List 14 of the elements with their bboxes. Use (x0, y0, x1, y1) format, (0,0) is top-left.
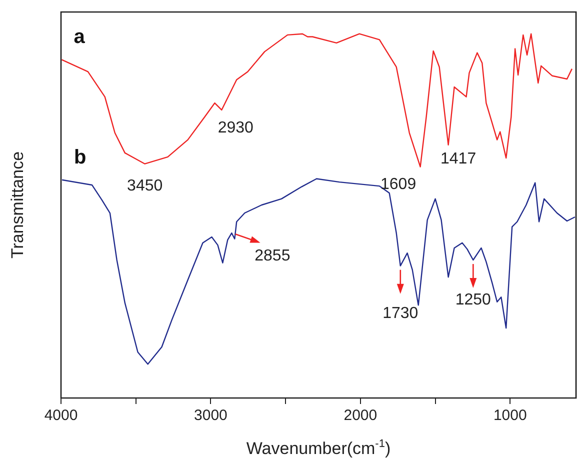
x-tick-label: 2000 (344, 407, 378, 424)
series-label: b (74, 146, 86, 168)
y-axis-title: Transmittance (8, 151, 27, 259)
x-tick-label: 3000 (194, 407, 228, 424)
annotation: 3450 (127, 177, 163, 194)
annotation: 1250 (455, 291, 492, 308)
annotation: 1417 (440, 150, 476, 168)
annotation: 2930 (218, 119, 254, 136)
annotation: 1730 (382, 305, 418, 322)
annotation: 2855 (254, 248, 290, 265)
x-tick-label: 1000 (493, 407, 527, 424)
annotation: 1609 (380, 176, 416, 194)
x-tick-label: 4000 (44, 407, 78, 424)
series-label: a (74, 26, 86, 48)
